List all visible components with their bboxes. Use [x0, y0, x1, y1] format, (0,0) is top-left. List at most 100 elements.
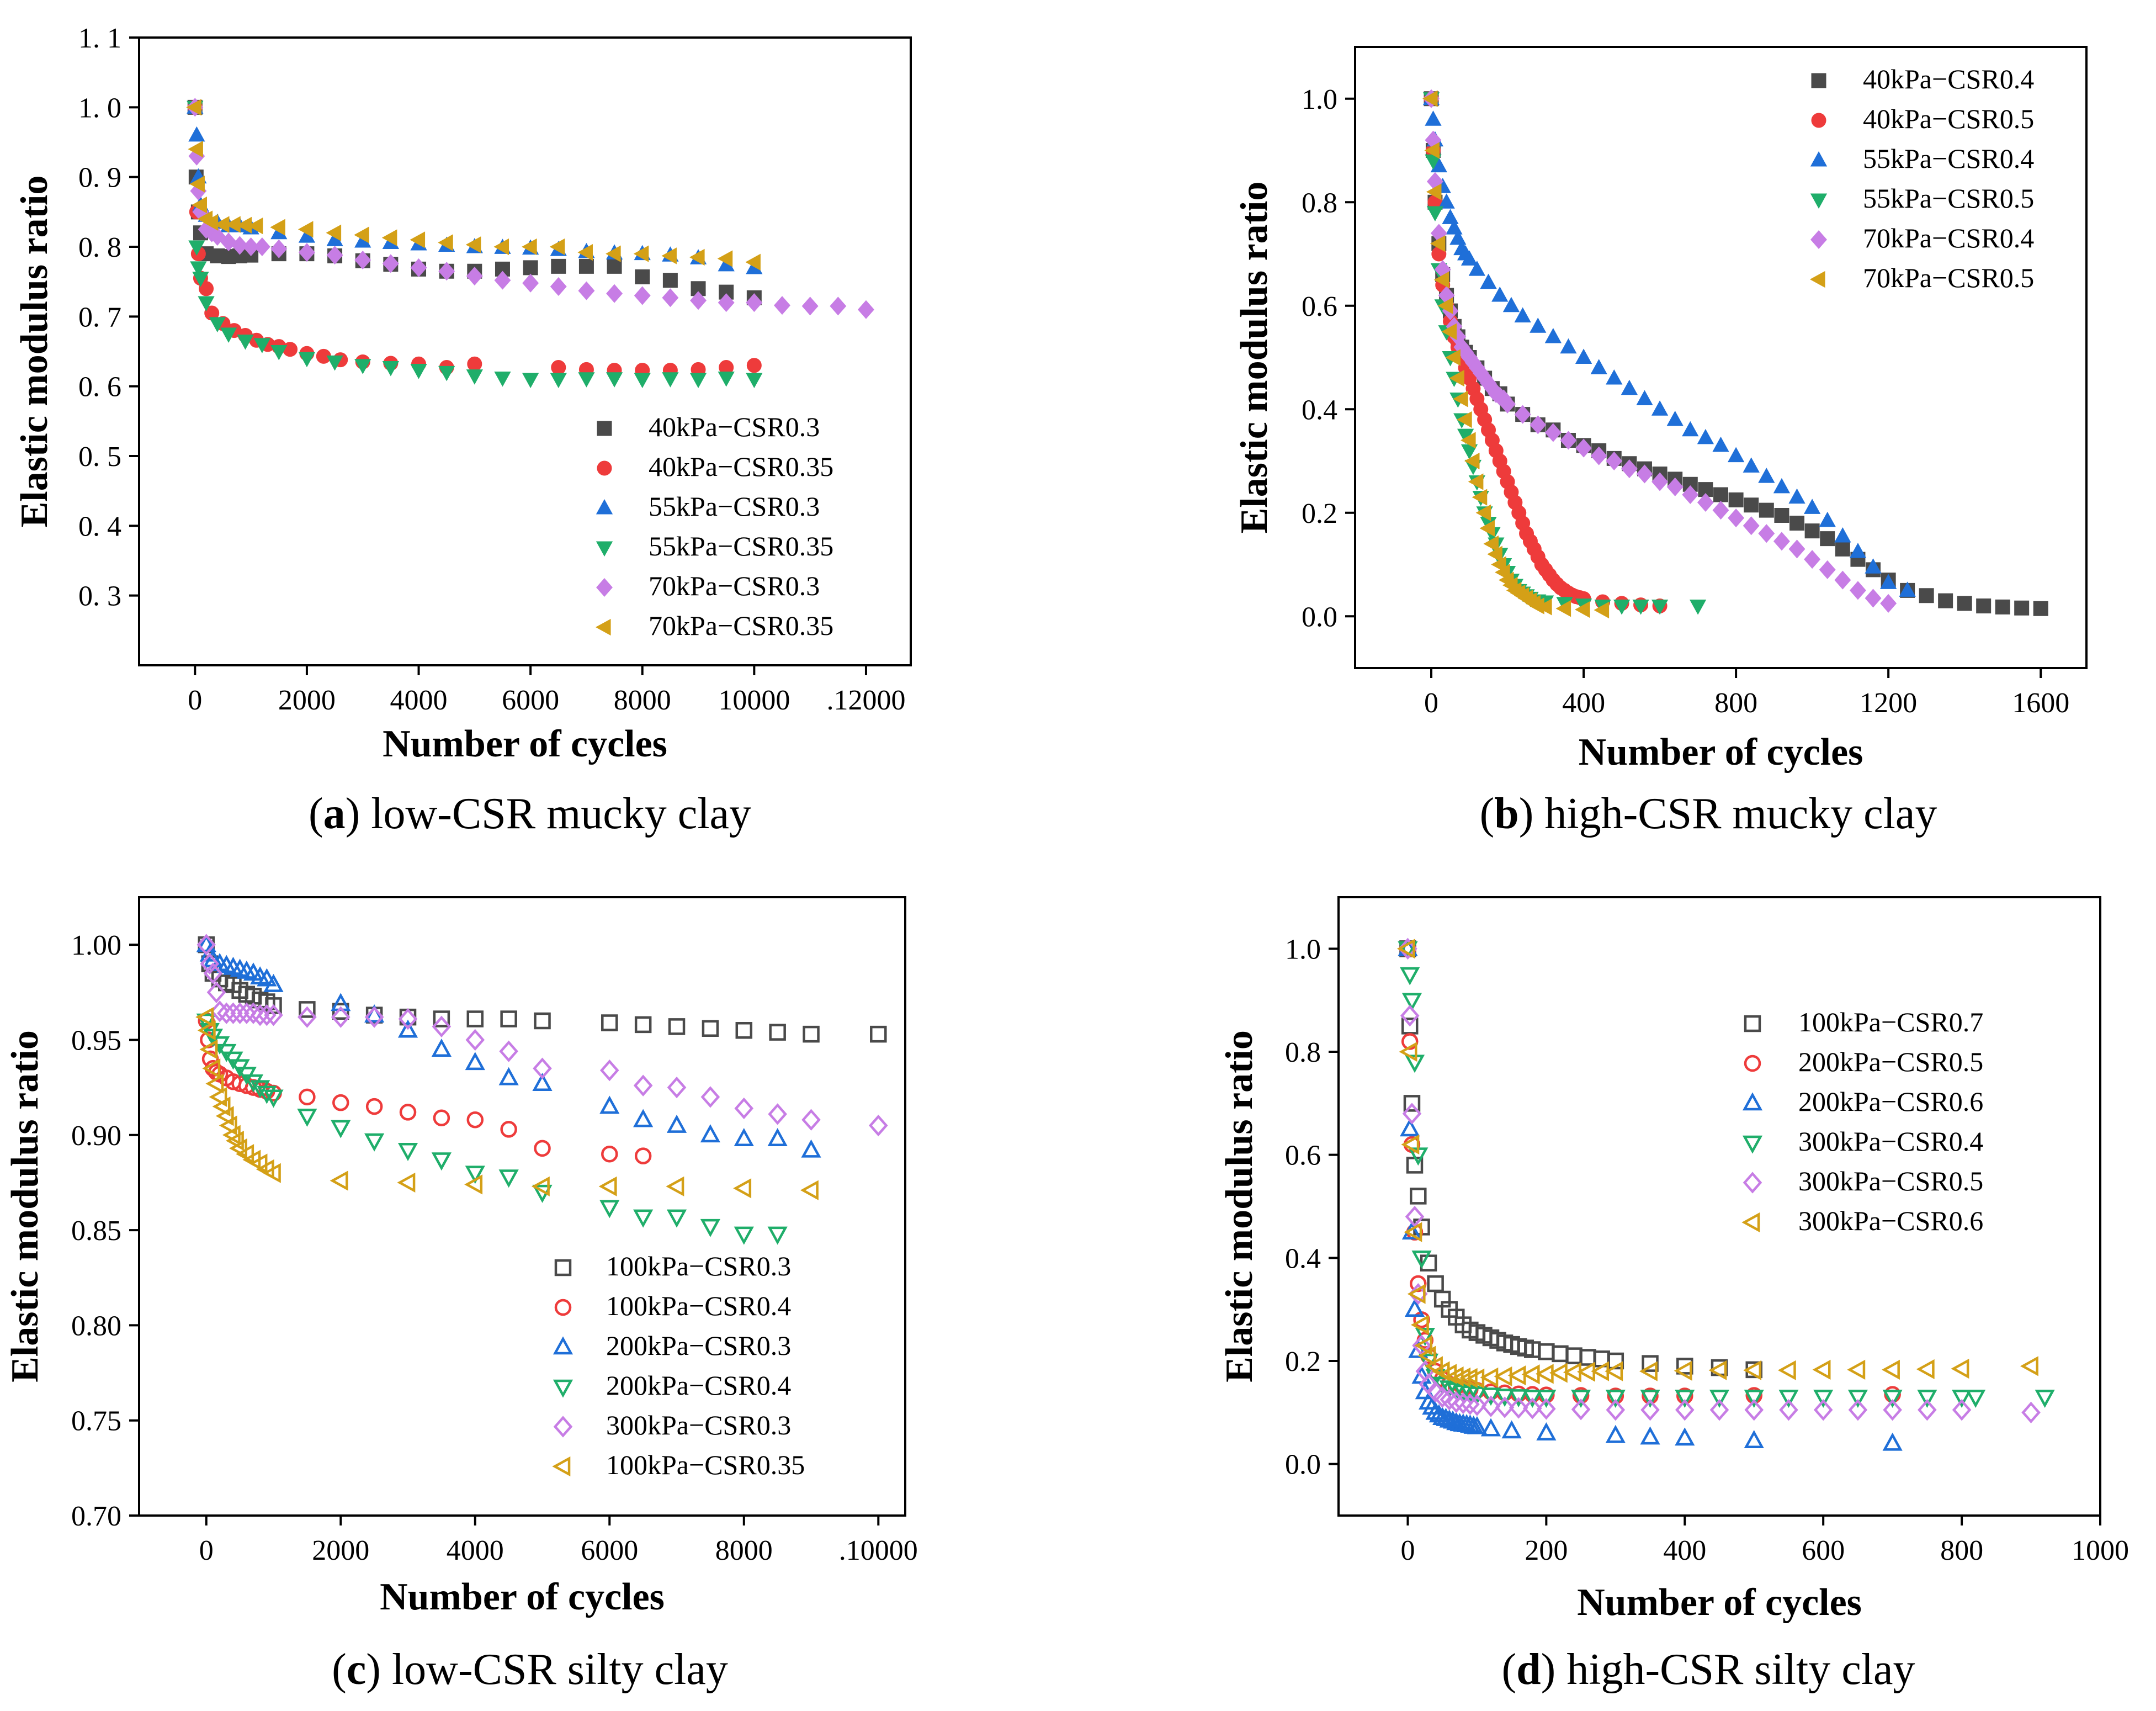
data-point [465, 1166, 485, 1184]
data-point [734, 1128, 754, 1146]
data-point [1606, 451, 1623, 471]
data-point [500, 1010, 517, 1027]
y-tick-label-a: 0. 4 [78, 511, 121, 542]
x-axis-title-d: Number of cycles [1577, 1581, 1862, 1624]
data-point [186, 99, 201, 116]
data-point [1407, 1284, 1426, 1304]
data-point [1433, 271, 1449, 289]
legend-label: 55kPa−CSR0.35 [649, 531, 833, 561]
data-point [331, 1120, 351, 1138]
data-point [1560, 431, 1577, 450]
data-point [1712, 501, 1729, 520]
data-point [230, 1002, 249, 1024]
data-point [1502, 296, 1520, 312]
caption-paren-open: ( [1502, 1645, 1517, 1694]
data-point [578, 258, 594, 274]
data-point [700, 1219, 721, 1237]
data-point [354, 250, 371, 270]
data-point [1544, 328, 1562, 343]
caption-text: low-CSR silty clay [381, 1645, 728, 1694]
data-point [1521, 1364, 1540, 1385]
data-point [283, 342, 298, 357]
data-point [1404, 1299, 1425, 1317]
data-point [1439, 1380, 1459, 1399]
data-point [249, 1153, 268, 1174]
legend-marker [553, 1416, 573, 1438]
x-tick-label-c: 2000 [312, 1535, 369, 1566]
data-point [532, 1073, 553, 1092]
data-point [299, 1088, 316, 1106]
data-point [522, 238, 537, 256]
data-point [1744, 1399, 1764, 1421]
data-point [1773, 532, 1790, 551]
series-c-1 [198, 1012, 652, 1164]
legend-marker [596, 541, 613, 557]
data-point [1577, 1362, 1595, 1382]
data-point [1712, 436, 1729, 452]
data-point [1698, 482, 1713, 497]
data-point [523, 260, 538, 276]
legend-label: 55kPa−CSR0.5 [1863, 183, 2034, 214]
caption-letter: a [323, 790, 346, 838]
data-point [1464, 452, 1480, 470]
y-tick-label-d: 0.0 [1285, 1449, 1321, 1481]
y-tick-label-c: 0.85 [71, 1215, 121, 1247]
data-point [1501, 1420, 1522, 1439]
data-point [1570, 1390, 1591, 1408]
data-point [1728, 492, 1744, 507]
data-point [1403, 1095, 1421, 1112]
data-point [1457, 411, 1472, 428]
data-point [1536, 1390, 1557, 1408]
data-point [551, 258, 566, 274]
caption-paren-close: ) [1519, 790, 1534, 838]
data-point [1552, 1345, 1569, 1363]
y-tick-label-b: 0.6 [1302, 291, 1337, 322]
series-a-5 [186, 99, 761, 271]
data-point [691, 281, 706, 296]
data-point [801, 1109, 821, 1131]
data-point [1400, 1005, 1420, 1027]
data-point [1744, 1430, 1764, 1448]
x-axis-title-a: Number of cycles [383, 723, 667, 765]
data-point [634, 1016, 652, 1034]
data-point [633, 1209, 654, 1228]
data-point [606, 372, 623, 388]
data-point [212, 1096, 231, 1117]
series-c-4 [197, 934, 888, 1137]
y-tick-label-d: 1.0 [1285, 934, 1321, 965]
y-tick-label-c: 0.95 [71, 1025, 121, 1056]
data-point [1535, 1364, 1554, 1384]
y-tick-label-a: 1. 0 [78, 92, 121, 124]
y-axis-title-b: Elastic modulus ratio [1233, 182, 1276, 534]
data-point [1847, 1390, 1868, 1408]
x-tick-label-c: 6000 [581, 1535, 638, 1566]
data-point [397, 1143, 418, 1161]
data-point [1613, 599, 1631, 615]
legend-label: 200kPa−CSR0.5 [1798, 1046, 1983, 1077]
data-point [432, 1015, 452, 1037]
legend-marker [1810, 193, 1828, 209]
data-point [1565, 1347, 1583, 1364]
series-b-5 [1422, 90, 1610, 619]
plot-frame-b [1354, 46, 2088, 669]
data-point [398, 1008, 418, 1030]
data-point [220, 232, 237, 252]
data-point [2021, 1401, 2041, 1423]
data-point [199, 281, 214, 296]
data-point [1882, 1432, 1903, 1451]
data-point [1572, 1387, 1590, 1404]
data-point [1682, 485, 1699, 504]
data-point [1758, 468, 1775, 483]
x-tick-label-c: .10000 [839, 1535, 918, 1566]
x-tick-label-c: 8000 [715, 1535, 773, 1566]
data-point [800, 1180, 819, 1200]
data-point [221, 249, 236, 264]
legend-marker [552, 1456, 571, 1477]
data-point [1882, 1390, 1903, 1408]
caption-paren-close: ) [366, 1645, 381, 1694]
caption-paren-open: ( [309, 790, 323, 838]
data-point [1788, 488, 1805, 504]
data-point [1777, 1360, 1796, 1380]
y-tick-label-a: 0. 3 [78, 581, 121, 612]
panel-d: 0 200 400 600 800 1000 0.0 0.2 0.4 0.6 0.8 1.0 Numbe… [1218, 896, 2129, 1694]
